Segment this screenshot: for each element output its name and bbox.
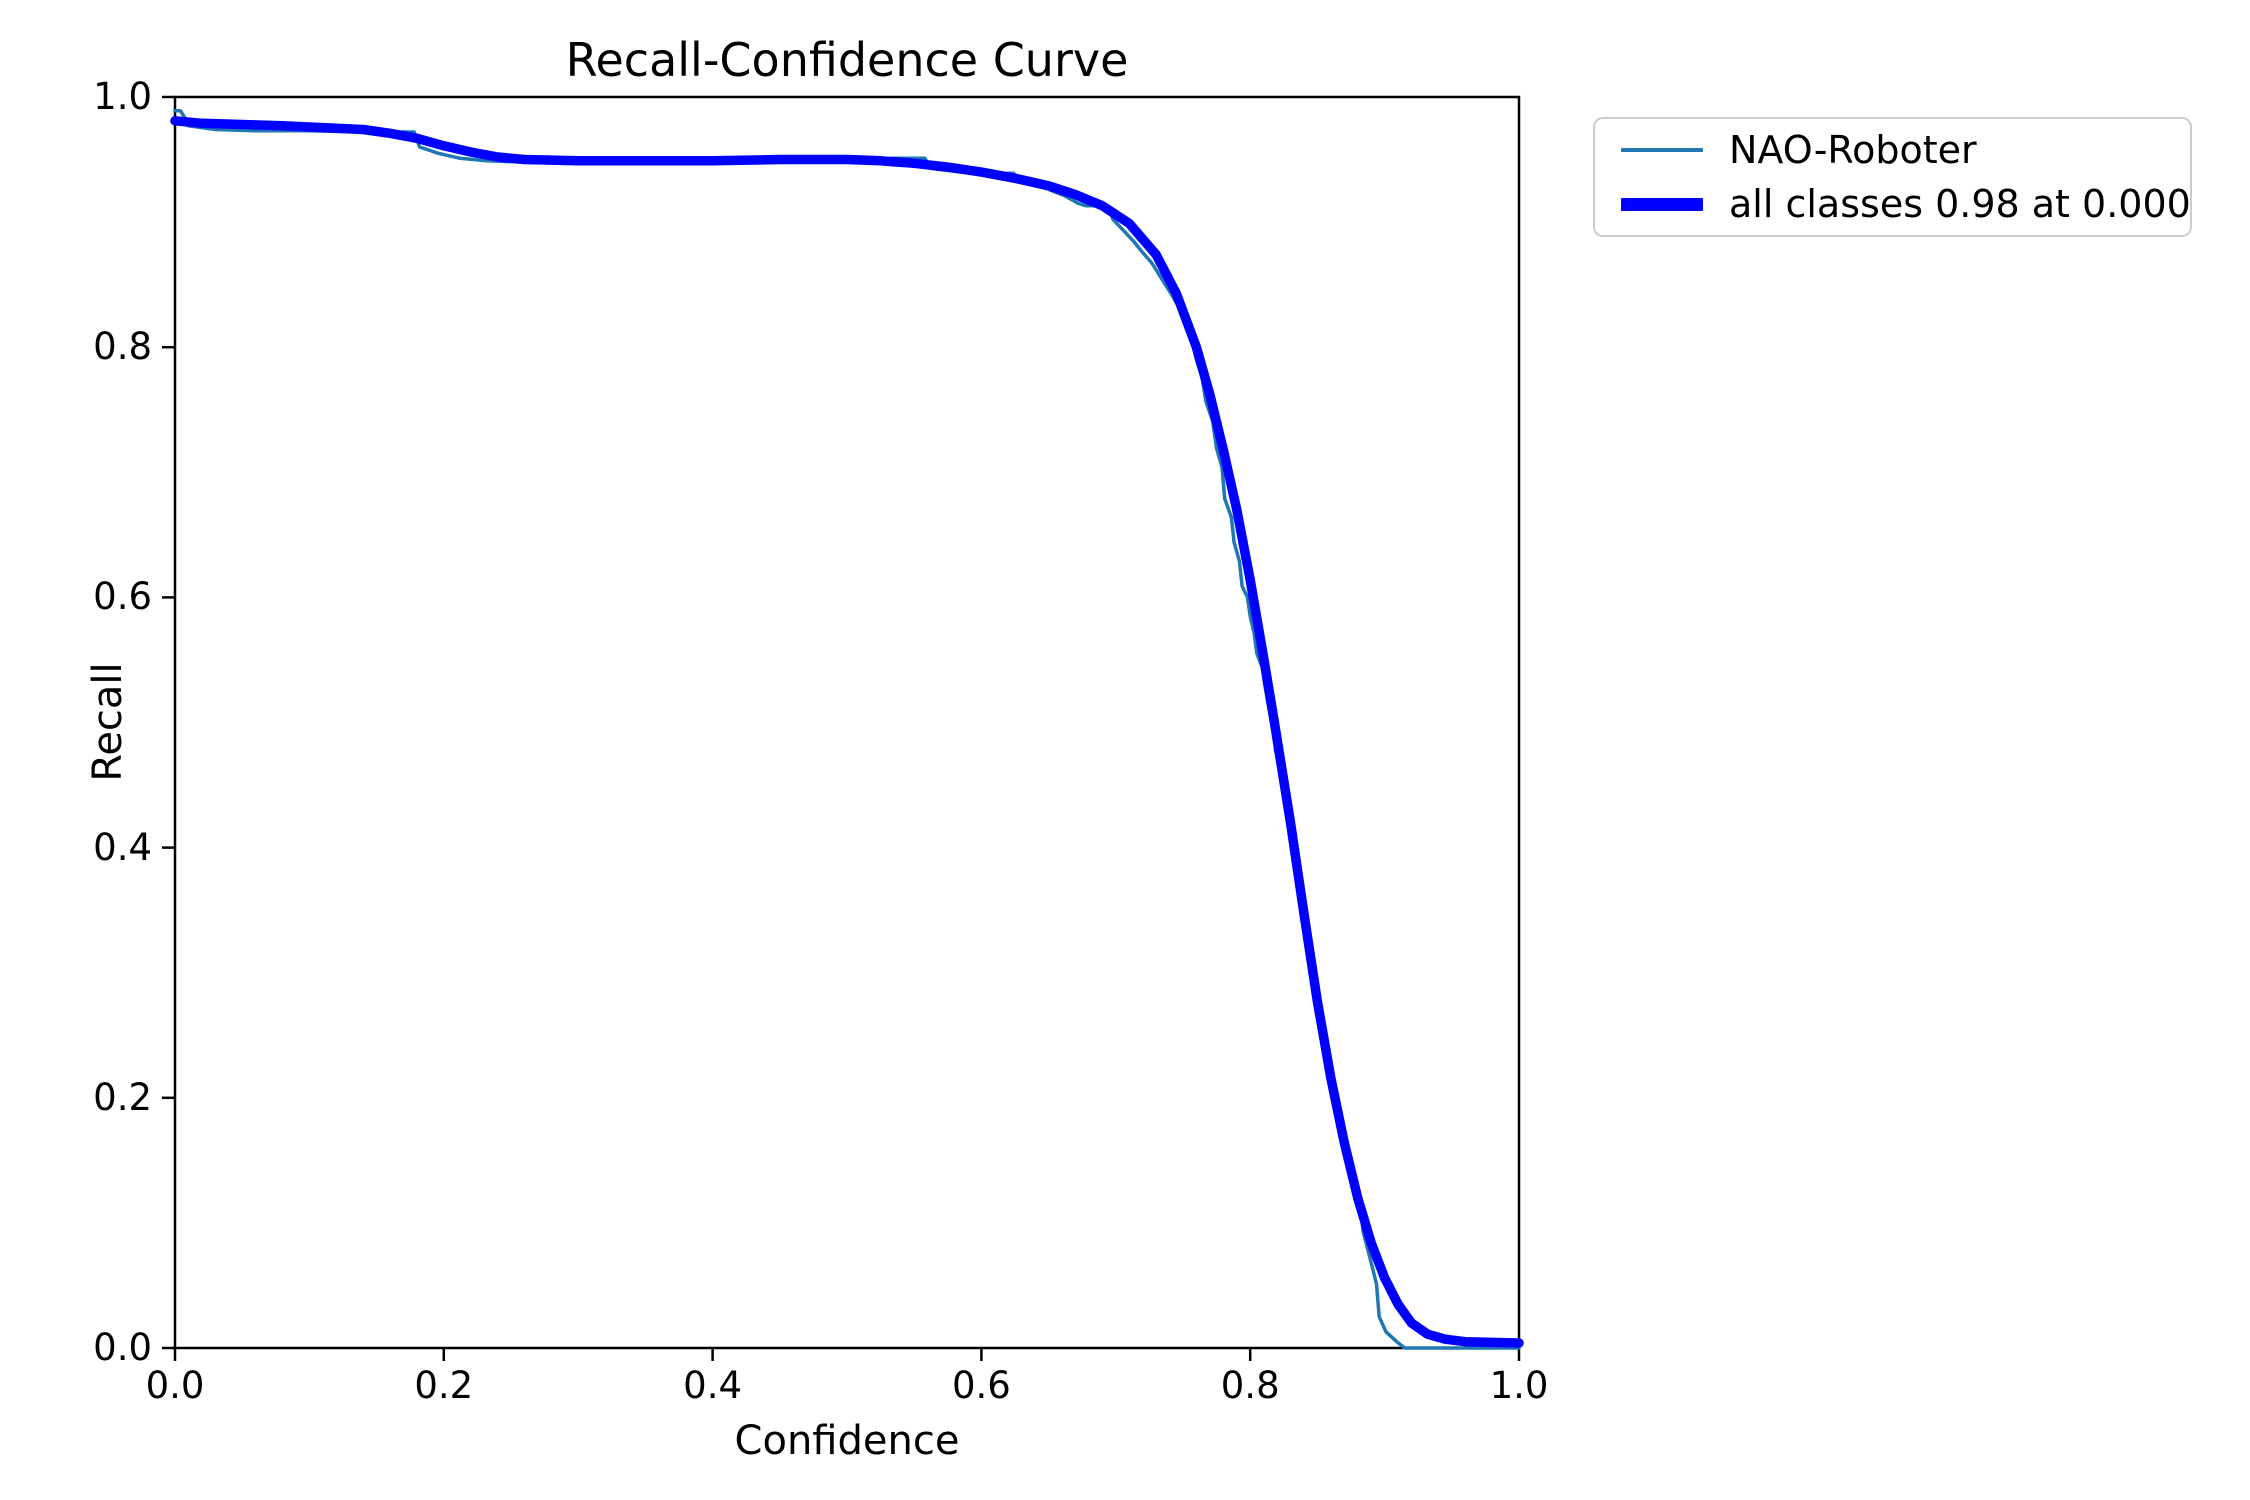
plot-spines bbox=[173, 95, 1521, 1350]
legend-line-sample-thin bbox=[1621, 148, 1703, 152]
y-tick-label: 1.0 bbox=[93, 75, 152, 118]
legend-line-sample-thick bbox=[1621, 197, 1703, 211]
legend-label: NAO-Roboter bbox=[1729, 128, 1977, 172]
legend-entry-nao-roboter: NAO-Roboter bbox=[1611, 123, 2174, 177]
legend: NAO-Roboter all classes 0.98 at 0.000 bbox=[1593, 117, 2192, 237]
y-axis-label: Recall bbox=[85, 662, 131, 782]
y-tick-label: 0.6 bbox=[93, 575, 152, 619]
x-tick-label: 0.6 bbox=[951, 1364, 1011, 1407]
legend-entry-all-classes: all classes 0.98 at 0.000 bbox=[1611, 177, 2191, 231]
chart-title: Recall-Confidence Curve bbox=[565, 33, 1129, 87]
x-tick-label: 0.4 bbox=[683, 1364, 743, 1407]
y-tick-label: 0.8 bbox=[93, 325, 152, 369]
series-line-all-classes bbox=[170, 116, 1524, 1348]
x-axis-label: Confidence bbox=[734, 1418, 960, 1464]
x-tick-label: 0.8 bbox=[1220, 1364, 1280, 1407]
y-tick-label: 0.0 bbox=[93, 1326, 152, 1369]
x-tick-label: 0.2 bbox=[414, 1364, 474, 1407]
x-tick-label: 0.0 bbox=[145, 1364, 205, 1407]
series-line-nao-roboter bbox=[173, 109, 1521, 1350]
y-tick-label: 0.2 bbox=[93, 1075, 152, 1119]
x-tick-label: 1.0 bbox=[1489, 1364, 1549, 1407]
legend-label: all classes 0.98 at 0.000 bbox=[1729, 182, 2191, 226]
y-tick-label: 0.4 bbox=[93, 825, 152, 869]
